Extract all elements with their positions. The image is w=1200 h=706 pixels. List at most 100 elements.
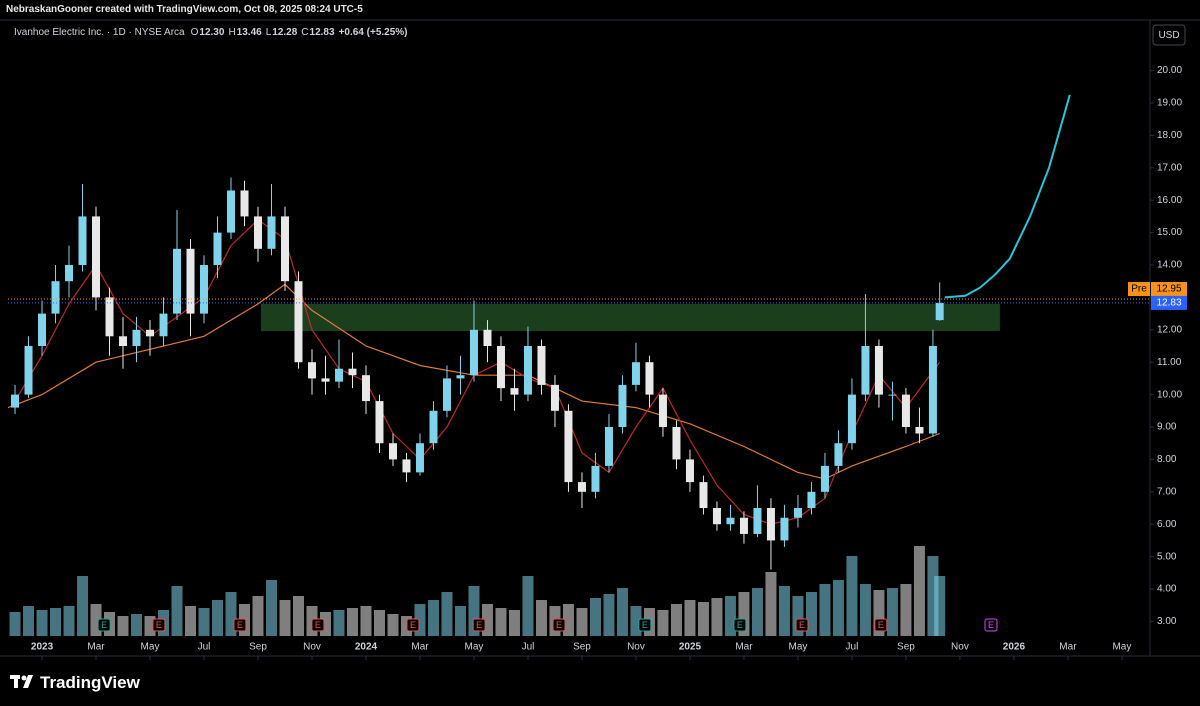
candle-body <box>631 362 640 385</box>
candle-body <box>847 394 856 444</box>
tv-logo <box>10 675 33 688</box>
volume-bar <box>63 606 75 636</box>
volume-bar <box>670 604 682 636</box>
logo-part <box>21 675 27 681</box>
x-tick-label: Mar <box>735 642 753 653</box>
volume-bar <box>805 592 817 636</box>
candle-body <box>388 443 397 460</box>
candle-body <box>146 329 155 337</box>
volume-bar <box>77 576 89 636</box>
event-marker <box>472 618 486 632</box>
volume-bar <box>913 546 925 636</box>
y-tick-label: 17.00 <box>1157 162 1182 173</box>
event-label: E <box>878 620 884 630</box>
x-tick-label: 2026 <box>1003 642 1026 653</box>
candle-body <box>24 346 33 395</box>
price-tag-value: 12.95 <box>1156 284 1181 295</box>
volume-bar <box>333 610 345 636</box>
candle-body <box>92 216 101 298</box>
logo-part <box>14 675 18 688</box>
x-tick-label: Sep <box>897 642 915 653</box>
volume-bar <box>185 606 197 636</box>
event-label: E <box>315 620 321 630</box>
candle-body <box>523 346 532 395</box>
volume-bar <box>778 586 790 636</box>
volume-bar <box>441 592 453 636</box>
candle-body <box>739 517 748 534</box>
candle-body <box>267 216 276 249</box>
y-tick-label: 19.00 <box>1157 98 1182 109</box>
volume-bar <box>819 584 831 636</box>
support-zone <box>260 303 1000 332</box>
volume-bar <box>373 610 385 636</box>
volume-bar <box>427 600 439 636</box>
y-tick-label: 12.00 <box>1157 324 1182 335</box>
candle-body <box>496 346 505 389</box>
volume-bar <box>873 590 885 636</box>
event-label: E <box>642 620 648 630</box>
candle-body <box>753 508 762 534</box>
x-tick-label: Mar <box>411 642 429 653</box>
event-label: E <box>156 620 162 630</box>
candle-body <box>550 384 559 411</box>
currency[interactable]: USD <box>1158 30 1179 41</box>
candle-body <box>132 329 141 347</box>
candle-body <box>65 265 74 282</box>
y-tick-label: 5.00 <box>1157 551 1177 562</box>
volume-bar <box>711 598 723 636</box>
volume-bar <box>576 608 588 636</box>
candle-body <box>213 232 222 266</box>
candle-body <box>402 459 411 473</box>
candle-body <box>915 427 924 434</box>
volume-bar <box>616 588 628 636</box>
event-label: E <box>556 620 562 630</box>
event-marker <box>311 618 325 632</box>
volume-bar <box>198 608 210 636</box>
ohlc-value: 12.83 <box>309 27 335 38</box>
y-tick-label: 4.00 <box>1157 584 1177 595</box>
volume-bar <box>738 592 750 636</box>
candle-body <box>510 388 519 395</box>
volume-bar <box>387 614 399 636</box>
event-marker <box>638 618 652 632</box>
indicator-line <box>944 94 1071 299</box>
volume-bar <box>414 604 426 636</box>
y-tick-label: 7.00 <box>1157 486 1177 497</box>
candle-body <box>645 362 654 395</box>
candle-body <box>159 313 168 337</box>
volume-bar <box>212 600 224 636</box>
price-tag-label: Pre <box>1131 284 1147 295</box>
candle-body <box>888 394 897 396</box>
ohlc-key: O <box>190 27 199 38</box>
candle-body <box>726 517 735 525</box>
candle-body <box>361 375 370 402</box>
volume-bar <box>117 616 129 636</box>
x-tick-label: 2023 <box>31 642 54 653</box>
candle-body <box>483 329 492 347</box>
currency-button[interactable] <box>1152 24 1186 46</box>
x-tick-label: Nov <box>303 642 321 653</box>
candle-body <box>577 482 586 492</box>
x-tick-label: Mar <box>87 642 105 653</box>
volume-bar <box>346 608 358 636</box>
header: NebraskanGooner created with TradingView… <box>6 4 363 15</box>
volume-bar <box>846 556 858 636</box>
event-marker <box>152 618 166 632</box>
event-marker <box>874 618 888 632</box>
volume-bar <box>454 606 466 636</box>
candle-body <box>591 465 600 492</box>
volume-bar <box>900 584 912 636</box>
candle-body <box>874 346 883 395</box>
candle-body <box>442 378 451 411</box>
candle-body <box>415 443 424 473</box>
price-tag-box <box>1151 282 1187 297</box>
volume-bar <box>171 586 183 636</box>
candle-body <box>294 281 303 363</box>
y-tick-label: 3.00 <box>1157 616 1177 627</box>
ohlc-key: C <box>301 27 309 38</box>
x-tick-label: May <box>141 642 160 653</box>
y-tick-label: 9.00 <box>1157 422 1177 433</box>
volume-bar <box>927 556 939 636</box>
candle-body <box>807 491 816 509</box>
